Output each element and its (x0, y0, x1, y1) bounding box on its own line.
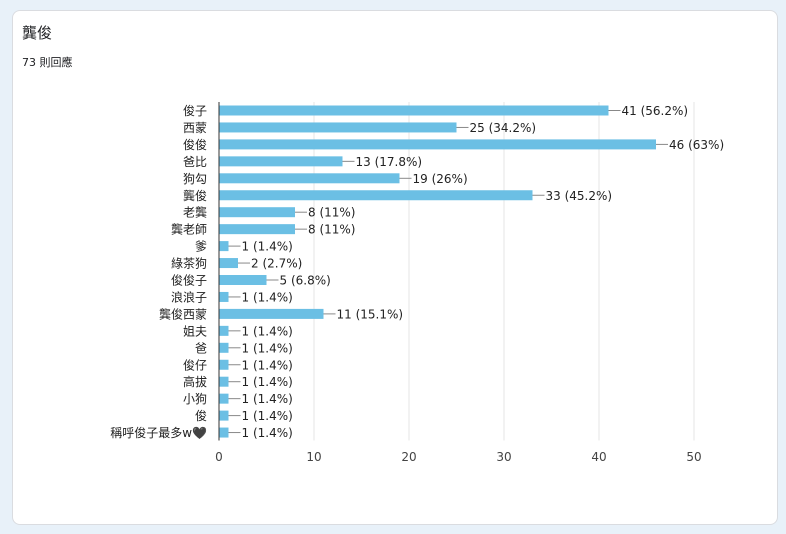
category-label: 浪浪子 (171, 289, 207, 304)
chart-tick-labels: 0 10 20 30 40 50 (215, 450, 701, 464)
bar (219, 241, 229, 251)
x-tick-label: 50 (686, 450, 701, 464)
bar (219, 343, 229, 353)
category-label: 老龔 (183, 205, 207, 220)
data-label: 13 (17.8%) (356, 155, 423, 169)
data-label: 46 (63%) (669, 138, 724, 152)
data-label: 1 (1.4%) (242, 375, 293, 389)
x-tick-label: 20 (401, 450, 416, 464)
category-label: 俊 (195, 408, 207, 423)
category-label: 俊俊子 (171, 273, 207, 288)
data-label: 1 (1.4%) (242, 392, 293, 406)
data-label: 33 (45.2%) (546, 189, 613, 203)
chart-data-labels: 41 (56.2%) 25 (34.2%) 46 (63%) 13 (17.8%) 19… (229, 104, 725, 440)
category-label: 龔俊西蒙 (159, 306, 207, 321)
data-label: 19 (26%) (413, 172, 468, 186)
data-label: 41 (56.2%) (622, 104, 689, 118)
chart-category-labels: 俊子西蒙俊俊爸比狗勾龔俊老龔龔老師爹綠茶狗俊俊子浪浪子龔俊西蒙姐夫爸俊仔高拔小狗… (110, 103, 207, 440)
x-tick-label: 30 (496, 450, 511, 464)
category-label: 稱呼俊子最多w🖤 (110, 425, 207, 440)
data-label: 1 (1.4%) (242, 426, 293, 440)
bar (219, 275, 267, 285)
category-label: 爸 (195, 341, 207, 355)
category-label: 爸比 (183, 155, 207, 169)
data-label: 11 (15.1%) (337, 307, 404, 321)
bar (219, 394, 229, 404)
category-label: 高拔 (183, 374, 207, 389)
x-tick-label: 40 (591, 450, 606, 464)
data-label: 5 (6.8%) (280, 274, 331, 288)
category-label: 綠茶狗 (171, 256, 207, 271)
category-label: 龔俊 (183, 188, 207, 203)
bar (219, 207, 295, 217)
category-label: 小狗 (183, 392, 207, 406)
bar (219, 139, 656, 149)
bar (219, 428, 229, 438)
data-label: 25 (34.2%) (470, 121, 537, 135)
category-label: 龔老師 (171, 222, 207, 237)
data-label: 1 (1.4%) (242, 240, 293, 254)
category-label: 爹 (195, 240, 207, 254)
bar (219, 326, 229, 336)
bar (219, 258, 238, 268)
bar (219, 377, 229, 387)
bar (219, 292, 229, 302)
bar (219, 122, 457, 132)
bar (219, 224, 295, 234)
bar (219, 106, 609, 116)
category-label: 西蒙 (183, 121, 207, 135)
data-label: 1 (1.4%) (242, 324, 293, 338)
chart-grid (314, 102, 694, 441)
x-tick-label: 10 (306, 450, 321, 464)
category-label: 狗勾 (183, 172, 207, 186)
bar (219, 360, 229, 370)
bar (219, 156, 343, 166)
data-label: 1 (1.4%) (242, 290, 293, 304)
bar (219, 309, 324, 319)
data-label: 8 (11%) (308, 223, 355, 237)
bar (219, 173, 400, 183)
bar (219, 190, 533, 200)
x-tick-label: 0 (215, 450, 223, 464)
data-label: 1 (1.4%) (242, 358, 293, 372)
data-label: 1 (1.4%) (242, 409, 293, 423)
category-label: 俊仔 (183, 357, 207, 372)
category-label: 姐夫 (183, 324, 207, 338)
category-label: 俊子 (183, 103, 207, 118)
data-label: 2 (2.7%) (251, 257, 302, 271)
category-label: 俊俊 (183, 137, 207, 152)
bar (219, 411, 229, 421)
data-label: 8 (11%) (308, 206, 355, 220)
data-label: 1 (1.4%) (242, 341, 293, 355)
